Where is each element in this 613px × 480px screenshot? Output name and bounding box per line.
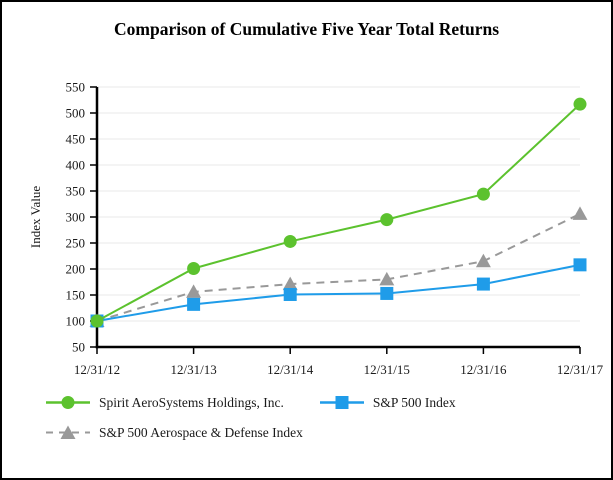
y-tick-label: 100 — [66, 314, 86, 329]
data-point-square — [380, 286, 394, 300]
legend-item-aerospace: S&P 500 Aerospace & Defense Index — [46, 424, 303, 441]
x-tick-label: 12/31/17 — [557, 362, 604, 377]
gray-dashed-triangle-icon — [46, 425, 90, 439]
legend-label-sp500: S&P 500 Index — [372, 394, 456, 410]
x-tick-label: 12/31/12 — [74, 362, 120, 377]
data-point-circle — [283, 234, 297, 248]
data-point-triangle — [379, 271, 395, 286]
data-point-square — [573, 258, 587, 272]
legend-item-sp500: S&P 500 Index — [319, 394, 456, 411]
legend-row-2: S&P 500 Aerospace & Defense Index — [2, 424, 611, 441]
chart-title: Comparison of Cumulative Five Year Total… — [114, 19, 499, 39]
data-point-triangle — [475, 253, 491, 268]
legend: Spirit AeroSystems Holdings, Inc. S&P 50… — [2, 394, 611, 454]
x-tick-label: 12/31/13 — [170, 362, 216, 377]
blue-line-square-icon — [319, 396, 364, 409]
y-tick-label: 350 — [66, 184, 86, 199]
x-tick-label: 12/31/16 — [460, 362, 507, 377]
plot-area: 50 100 150 200 250 300 350 400 450 500 550 12/31/12… — [28, 80, 604, 378]
data-point-triangle — [186, 284, 202, 298]
data-point-square — [283, 287, 297, 301]
data-point-circle — [476, 187, 490, 201]
legend-row-1: Spirit AeroSystems Holdings, Inc. S&P 50… — [2, 394, 611, 411]
triangle-marker-icon — [60, 425, 76, 439]
y-tick-label: 500 — [66, 106, 86, 121]
y-tick-label: 200 — [66, 262, 86, 277]
y-tick-label: 450 — [66, 132, 86, 147]
green-line-circle-icon — [46, 396, 90, 409]
x-tick-label: 12/31/15 — [364, 362, 410, 377]
data-point-circle — [90, 314, 104, 328]
circle-marker-icon — [61, 396, 75, 409]
legend-label-aerospace: S&P 500 Aerospace & Defense Index — [99, 424, 303, 440]
y-axis-title: Index Value — [28, 186, 43, 248]
series-line-2 — [96, 212, 581, 322]
data-point-circle — [380, 213, 394, 227]
data-point-square — [187, 297, 201, 311]
data-point-circle — [573, 97, 587, 111]
y-tick-label: 550 — [66, 80, 86, 95]
series-line-1 — [96, 263, 581, 322]
y-tick-label: 400 — [66, 158, 86, 173]
x-tick-label: 12/31/14 — [267, 362, 314, 377]
series-line-0 — [96, 103, 581, 322]
legend-label-spirit: Spirit AeroSystems Holdings, Inc. — [99, 394, 284, 410]
legend-item-spirit: Spirit AeroSystems Holdings, Inc. — [46, 394, 284, 411]
y-tick-label: 150 — [66, 288, 86, 303]
y-tick-label: 250 — [66, 236, 86, 251]
y-tick-label: 50 — [72, 340, 85, 355]
square-marker-icon — [335, 396, 349, 409]
data-point-square — [476, 277, 490, 291]
data-point-circle — [187, 261, 201, 275]
data-point-triangle — [572, 206, 588, 220]
data-point-triangle — [282, 276, 298, 291]
y-tick-label: 300 — [66, 210, 86, 225]
